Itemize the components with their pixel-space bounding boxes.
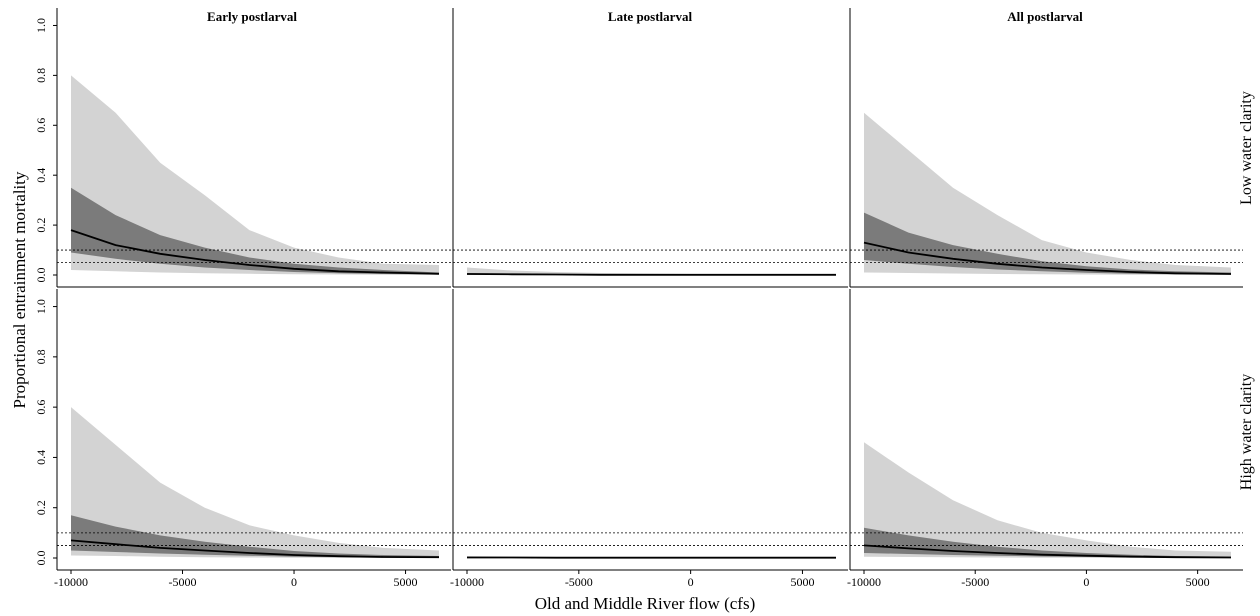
column-strip-late: Late postlarval — [608, 9, 693, 24]
median-line — [863, 544, 1232, 559]
column-strip-all: All postlarval — [1007, 9, 1083, 24]
x-tick-label: -10000 — [847, 575, 881, 589]
row-strip-high: High water clarity — [1238, 374, 1255, 490]
median-line — [466, 273, 836, 276]
inner-band — [71, 187, 439, 275]
outer-band — [71, 75, 439, 275]
x-axis-label: Old and Middle River flow (cfs) — [535, 594, 755, 613]
x-tick-label: 5000 — [790, 575, 814, 589]
y-tick-label: 0.0 — [34, 268, 48, 283]
outer-band — [467, 267, 836, 275]
x-tick-label: -10000 — [450, 575, 484, 589]
panel-2 — [849, 8, 1243, 288]
x-tick-label: -5000 — [169, 575, 197, 589]
y-tick-label: 0.8 — [34, 68, 48, 83]
outer-band — [71, 407, 439, 558]
panel-3: 0.0 0.2 0.4 0.6 0.8 1.0 -10000 -5000 0 5000 — [34, 289, 451, 589]
x-tick-label: -5000 — [565, 575, 593, 589]
panel-4: -10000 -5000 0 5000 — [450, 289, 848, 589]
y-tick-label: 0.6 — [34, 400, 48, 415]
y-tick-label: 1.0 — [34, 299, 48, 314]
y-tick-label: 0.4 — [34, 168, 48, 183]
panels-group: 0.0 0.2 0.4 0.6 0.8 1.0 0.0 0.2 0.4 0.6 0.8 1.0 -100… — [34, 8, 1243, 589]
outer-band — [864, 112, 1231, 275]
x-tick-label: -10000 — [54, 575, 88, 589]
panel-1 — [452, 8, 848, 288]
median-line — [863, 241, 1232, 275]
row-strip-low: Low water clarity — [1238, 91, 1255, 205]
x-tick-label: 5000 — [1186, 575, 1210, 589]
y-tick-label: 0.2 — [34, 500, 48, 515]
column-strip-early: Early postlarval — [207, 9, 297, 24]
x-tick-label: 0 — [688, 575, 694, 589]
y-axis-label: Proportional entrainment mortality — [10, 171, 29, 409]
y-tick-label: 0.2 — [34, 218, 48, 233]
inner-band — [71, 515, 439, 558]
panel-0: 0.0 0.2 0.4 0.6 0.8 1.0 — [34, 8, 451, 288]
x-tick-label: -5000 — [961, 575, 989, 589]
panel-5: -10000 -5000 0 5000 — [847, 289, 1243, 589]
x-tick-label: 0 — [291, 575, 297, 589]
median-line — [70, 229, 440, 275]
y-tick-label: 0.6 — [34, 118, 48, 133]
x-tick-label: 5000 — [394, 575, 418, 589]
y-tick-label: 0.8 — [34, 349, 48, 364]
y-tick-label: 1.0 — [34, 18, 48, 33]
outer-band — [864, 442, 1231, 558]
x-tick-label: 0 — [1083, 575, 1089, 589]
y-tick-label: 0.0 — [34, 551, 48, 566]
y-tick-label: 0.4 — [34, 450, 48, 465]
